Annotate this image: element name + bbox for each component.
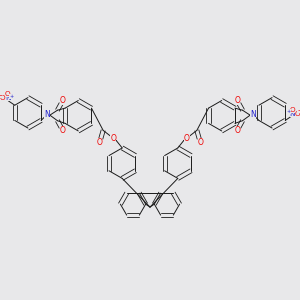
Text: −: − <box>0 93 3 98</box>
Text: O: O <box>59 96 65 105</box>
Text: N: N <box>290 111 295 117</box>
Text: O: O <box>198 138 204 147</box>
Text: +: + <box>9 94 13 99</box>
Text: O: O <box>184 134 190 143</box>
Text: N: N <box>44 110 50 119</box>
Text: O: O <box>0 95 5 101</box>
Text: O: O <box>235 126 241 135</box>
Text: O: O <box>110 134 116 143</box>
Text: +: + <box>287 109 291 114</box>
Text: O: O <box>5 92 10 98</box>
Text: −: − <box>297 108 300 113</box>
Text: O: O <box>59 126 65 135</box>
Text: O: O <box>295 111 300 117</box>
Text: O: O <box>235 96 241 105</box>
Text: N: N <box>250 110 256 119</box>
Text: N: N <box>5 95 10 101</box>
Text: O: O <box>290 106 295 112</box>
Text: O: O <box>96 138 102 147</box>
